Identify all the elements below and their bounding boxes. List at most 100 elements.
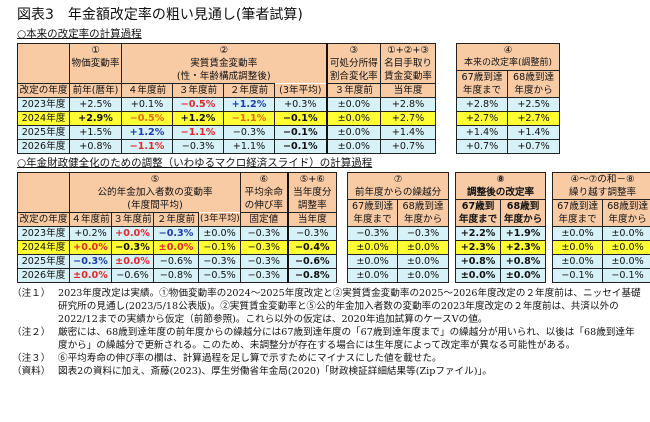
value-cell: +0.7% — [507, 139, 561, 154]
table-row: −0.1% −0.1% — [552, 268, 650, 283]
value-cell: −0.5% — [172, 97, 224, 112]
age-67-header-2: 年度まで — [455, 213, 502, 227]
value-cell: −0.3% — [240, 254, 289, 269]
value-cell: −0.5% — [197, 268, 242, 283]
section2-tables: ⑤ ⑥ ⑤+⑥ 公的年金加入者数の変動率 平均余命 当年度分 (年度間平均) の… — [17, 172, 650, 283]
age-67-header-2: 年度まで — [347, 213, 399, 227]
value-cell: ±0.0% — [111, 254, 154, 269]
value-cell: −1.1% — [121, 139, 173, 154]
footnotes: （注１） 2023年度改定は実績。①物価変動率の2024～2025年度改定と②実… — [12, 287, 642, 378]
value-cell: −0.6% — [153, 254, 199, 269]
h1-num: ① — [69, 43, 122, 57]
h7-num: ⑦ — [347, 172, 450, 186]
value-cell: −0.1% — [197, 240, 242, 255]
value-cell: ±0.0% — [602, 240, 650, 255]
value-cell: +0.8% — [69, 139, 122, 154]
table-row: 2024年度 +0.0% −0.3% ±0.0% −0.1% −0.3% −0.… — [17, 240, 338, 255]
age-68-header-2: 年度から — [602, 213, 650, 227]
h2-sub: (性・年齢構成調整後) — [120, 70, 328, 84]
sub-header: ３年度前 — [172, 83, 224, 98]
carryover-table: ⑦ 前年度からの繰越分 67歳到達 68歳到達 年度まで 年度から −0.3% −… — [347, 172, 450, 283]
value-cell: +0.7% — [380, 139, 437, 154]
value-cell: +0.0% — [111, 226, 154, 241]
h8-label: 調整後の改定率 — [455, 186, 547, 200]
year-cell: 2024年度 — [17, 240, 70, 255]
h2-label: 実質賃金変動率 — [120, 57, 328, 70]
adjusted-rate-table: ⑧ 調整後の改定率 67歳到 68歳到 年度まで 年度から +2.2% +1.9%… — [455, 172, 547, 283]
h5-sub: (年度間平均) — [68, 199, 242, 213]
year-cell: 2024年度 — [17, 111, 70, 126]
year-cell: 2025年度 — [17, 254, 70, 269]
page: 図表3 年金額改定率の粗い見通し(筆者試算) ○本来の改定率の計算過程 ① ② … — [12, 7, 650, 378]
sub-header: ３年度前 — [326, 83, 382, 98]
h6-label1: 平均余命 — [240, 186, 289, 199]
value-cell: +1.2% — [172, 111, 224, 126]
sub-header: ２年度前 — [223, 83, 275, 98]
value-cell: ±0.0% — [69, 268, 112, 283]
value-cell: +2.2% — [455, 226, 502, 241]
footnote-2: （注２） 厳密には、68歳到達年度の前年度からの繰越分には67歳到達年度の「67… — [12, 326, 642, 352]
value-cell: +0.8% — [500, 254, 547, 269]
value-cell: ±0.0% — [326, 125, 382, 140]
value-cell: +1.4% — [380, 125, 437, 140]
h9-label: 繰り越す調整率 — [552, 186, 650, 200]
value-cell: +2.7% — [380, 111, 437, 126]
h3-num: ③ — [326, 43, 382, 57]
age-68-header-2: 年度から — [500, 213, 547, 227]
footnote-text: 図表2の資料に加え、斎藤(2023)、厚生労働省年金局(2020)「財政検証詳細… — [58, 366, 492, 377]
value-cell: +1.5% — [69, 125, 122, 140]
age-68-header-1: 68歳到達 — [397, 199, 450, 213]
footnote-text: ⑥平均寿命の伸び率の欄は、計算過程を足し算で示すためにマイナスにした値を載せた。 — [58, 353, 442, 364]
h7-label: 前年度からの繰越分 — [347, 186, 450, 200]
value-cell: ±0.0% — [602, 226, 650, 241]
table-row: +2.2% +1.9% — [455, 226, 547, 241]
value-cell: ±0.0% — [197, 226, 242, 241]
h4-num: ①+②+③ — [380, 43, 437, 57]
value-cell: +1.2% — [223, 97, 275, 112]
age-68-header-2: 年度から — [397, 213, 450, 227]
figure-title: 図表3 年金額改定率の粗い見通し(筆者試算) — [17, 7, 303, 23]
year-col-spacer — [17, 43, 70, 84]
footnote-label: （注２） — [12, 327, 51, 338]
value-cell: +2.5% — [507, 97, 561, 112]
table-row: 2025年度 +1.5% +1.2% −1.1% −0.3% −0.1% ±0.… — [17, 125, 437, 140]
value-cell: +1.9% — [500, 226, 547, 241]
sub-header: ２年度前 — [153, 212, 199, 227]
table-row: ±0.0% ±0.0% — [347, 254, 450, 269]
value-cell: +1.4% — [456, 125, 509, 140]
value-cell: −0.3% — [111, 240, 154, 255]
value-cell: −0.6% — [287, 254, 338, 269]
original-rate-before-adjustment-table: ④ 本来の改定率(調整前) 67歳到達 68歳到達 年度まで 年度から +2.8… — [456, 43, 561, 154]
h6-label2: の伸び率 — [240, 199, 289, 213]
h2-num: ② — [120, 43, 328, 57]
age-68-header-1: 68歳到 — [500, 199, 547, 213]
age-67-header-2: 年度まで — [456, 84, 509, 98]
h5-label: 公的年金加入者数の変動率 — [68, 186, 242, 199]
year-col-spacer — [17, 172, 70, 213]
value-cell: ±0.0% — [455, 268, 502, 283]
table-row: ±0.0% ±0.0% — [552, 226, 650, 241]
h4b-num: ④ — [456, 43, 561, 57]
value-cell: +2.7% — [456, 111, 509, 126]
footnote-3: （注３） ⑥平均寿命の伸び率の欄は、計算過程を足し算で示すためにマイナスにした値… — [12, 352, 642, 365]
age-68-header-2: 年度から — [507, 84, 561, 98]
value-cell: −0.1% — [273, 125, 328, 140]
sub-header: 当年度 — [380, 83, 437, 98]
section1-tables: ① ② ③ ①+②+③ 物価変動率 実質賃金変動率 可処分所得 名目手取り (性… — [17, 43, 650, 154]
value-cell: −0.3% — [240, 240, 289, 255]
table-row: ±0.0% ±0.0% — [455, 268, 547, 283]
table-row: +2.7% +2.7% — [456, 111, 561, 126]
value-cell: +1.4% — [507, 125, 561, 140]
section-heading-macro-slide: ○年金財政健全化のための調整（いわゆるマクロ経済スライド）の計算過程 — [17, 157, 373, 169]
value-cell: ±0.0% — [347, 240, 399, 255]
age-67-header-1: 67歳到 — [455, 199, 502, 213]
sub-header: 固定値 — [240, 212, 289, 227]
table-row: 2024年度 +2.9% −0.5% +1.2% −1.1% −0.1% ±0.… — [17, 111, 437, 126]
value-cell: −0.4% — [287, 240, 338, 255]
table-row: ±0.0% ±0.0% — [347, 240, 450, 255]
year-cell: 2026年度 — [17, 268, 70, 283]
year-col-header: 改定の年度 — [17, 212, 70, 227]
table-row: +1.4% +1.4% — [456, 125, 561, 140]
footnote-label: （資料） — [12, 366, 51, 377]
table-row: +2.3% +2.3% — [455, 240, 547, 255]
